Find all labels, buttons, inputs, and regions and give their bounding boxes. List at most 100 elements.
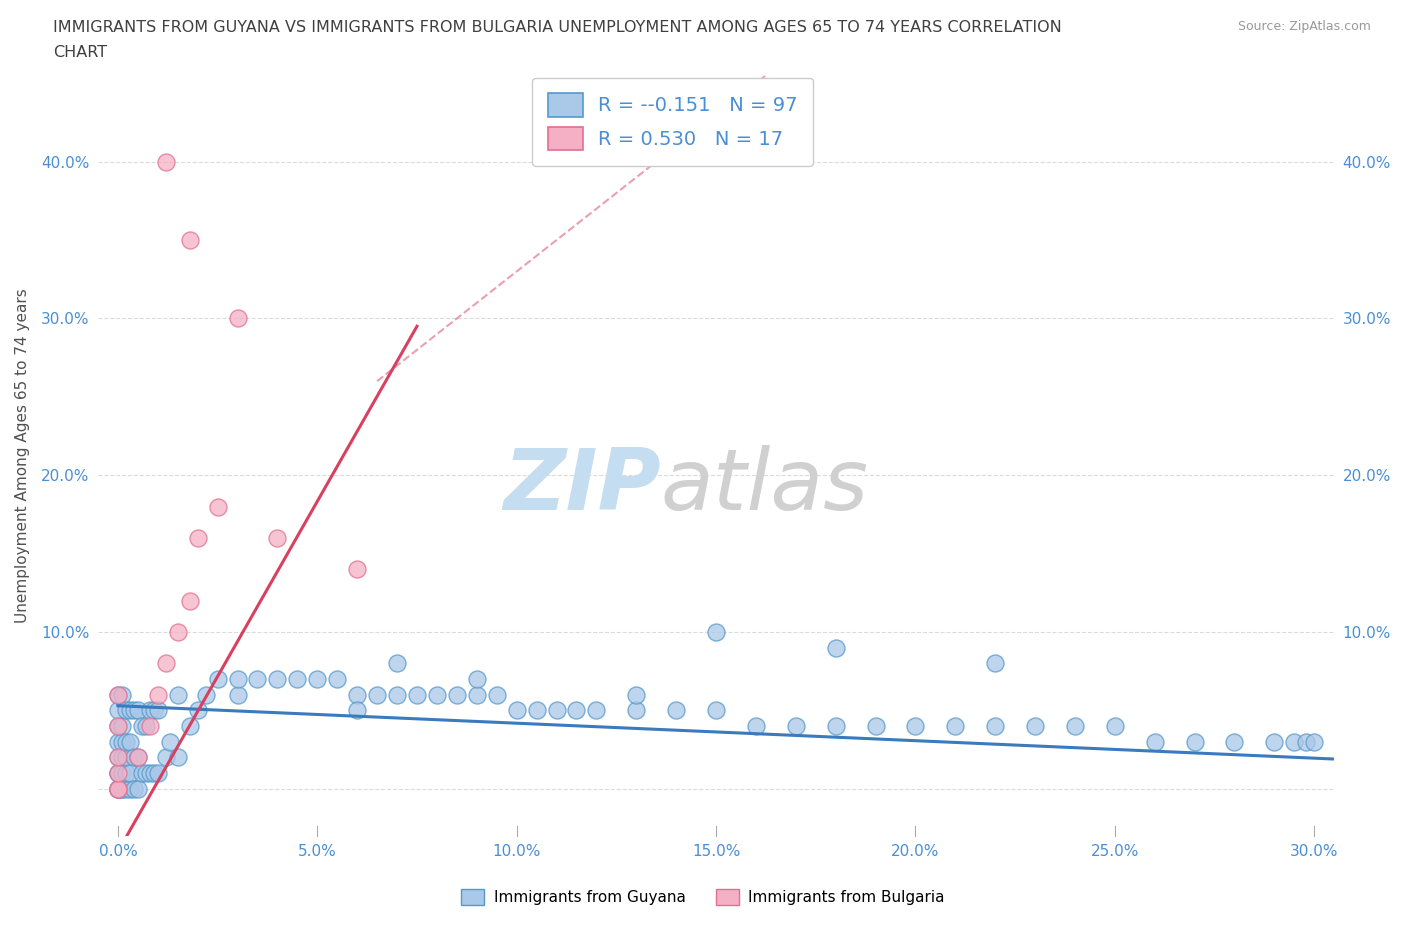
Point [1104, 719, 1126, 734]
Point [115, 735, 138, 750]
Point [127, 750, 149, 764]
Point [266, 671, 288, 686]
Point [115, 781, 138, 796]
Text: Source: ZipAtlas.com: Source: ZipAtlas.com [1237, 20, 1371, 33]
Point [111, 765, 134, 780]
Point [1143, 735, 1166, 750]
Point [142, 703, 165, 718]
Point [366, 687, 388, 702]
Point [246, 671, 269, 686]
Point [266, 530, 288, 545]
Point [526, 703, 548, 718]
Point [127, 750, 149, 764]
Point [1024, 719, 1046, 734]
Text: CHART: CHART [53, 45, 107, 60]
Point [187, 530, 209, 545]
Point [135, 765, 157, 780]
Point [179, 232, 201, 247]
Point [505, 703, 527, 718]
Point [111, 781, 134, 796]
Point [107, 781, 129, 796]
Point [155, 656, 177, 671]
Point [346, 703, 368, 718]
Point [131, 765, 153, 780]
Point [785, 719, 807, 734]
Point [107, 703, 129, 718]
Point [166, 625, 188, 640]
Point [704, 625, 727, 640]
Point [107, 719, 129, 734]
Point [943, 719, 966, 734]
Point [122, 750, 145, 764]
Point [118, 703, 141, 718]
Point [146, 687, 169, 702]
Point [122, 781, 145, 796]
Point [626, 687, 648, 702]
Point [1295, 735, 1317, 750]
Point [159, 735, 181, 750]
Point [155, 750, 177, 764]
Point [111, 750, 134, 764]
Point [131, 719, 153, 734]
Point [1223, 735, 1246, 750]
Point [385, 656, 408, 671]
Point [107, 735, 129, 750]
Point [984, 719, 1007, 734]
Point [111, 781, 134, 796]
Point [626, 703, 648, 718]
Point [346, 687, 368, 702]
Point [485, 687, 508, 702]
Point [118, 765, 141, 780]
Point [111, 735, 134, 750]
Point [226, 671, 249, 686]
Point [127, 703, 149, 718]
Point [139, 719, 162, 734]
Point [166, 750, 188, 764]
Point [307, 671, 329, 686]
Text: ZIP: ZIP [503, 445, 661, 527]
Point [745, 719, 768, 734]
Point [142, 765, 165, 780]
Point [326, 671, 349, 686]
Point [1303, 735, 1326, 750]
Point [406, 687, 429, 702]
Point [139, 703, 162, 718]
Point [187, 703, 209, 718]
Point [565, 703, 588, 718]
Point [122, 703, 145, 718]
Point [115, 765, 138, 780]
Point [166, 687, 188, 702]
Point [465, 671, 488, 686]
Point [146, 703, 169, 718]
Point [426, 687, 449, 702]
Point [115, 703, 138, 718]
Point [1184, 735, 1206, 750]
Point [865, 719, 887, 734]
Point [107, 765, 129, 780]
Legend: R = --0.151   N = 97, R = 0.530   N = 17: R = --0.151 N = 97, R = 0.530 N = 17 [533, 77, 814, 166]
Point [465, 687, 488, 702]
Point [107, 719, 129, 734]
Point [107, 687, 129, 702]
Point [194, 687, 217, 702]
Point [546, 703, 568, 718]
Point [226, 311, 249, 325]
Point [179, 719, 201, 734]
Point [111, 687, 134, 702]
Point [118, 735, 141, 750]
Point [226, 687, 249, 702]
Point [135, 719, 157, 734]
Point [127, 781, 149, 796]
Point [585, 703, 607, 718]
Point [111, 719, 134, 734]
Point [446, 687, 468, 702]
Point [346, 562, 368, 577]
Point [1064, 719, 1087, 734]
Point [385, 687, 408, 702]
Point [107, 781, 129, 796]
Point [107, 687, 129, 702]
Point [824, 640, 846, 655]
Point [904, 719, 927, 734]
Point [1284, 735, 1306, 750]
Point [824, 719, 846, 734]
